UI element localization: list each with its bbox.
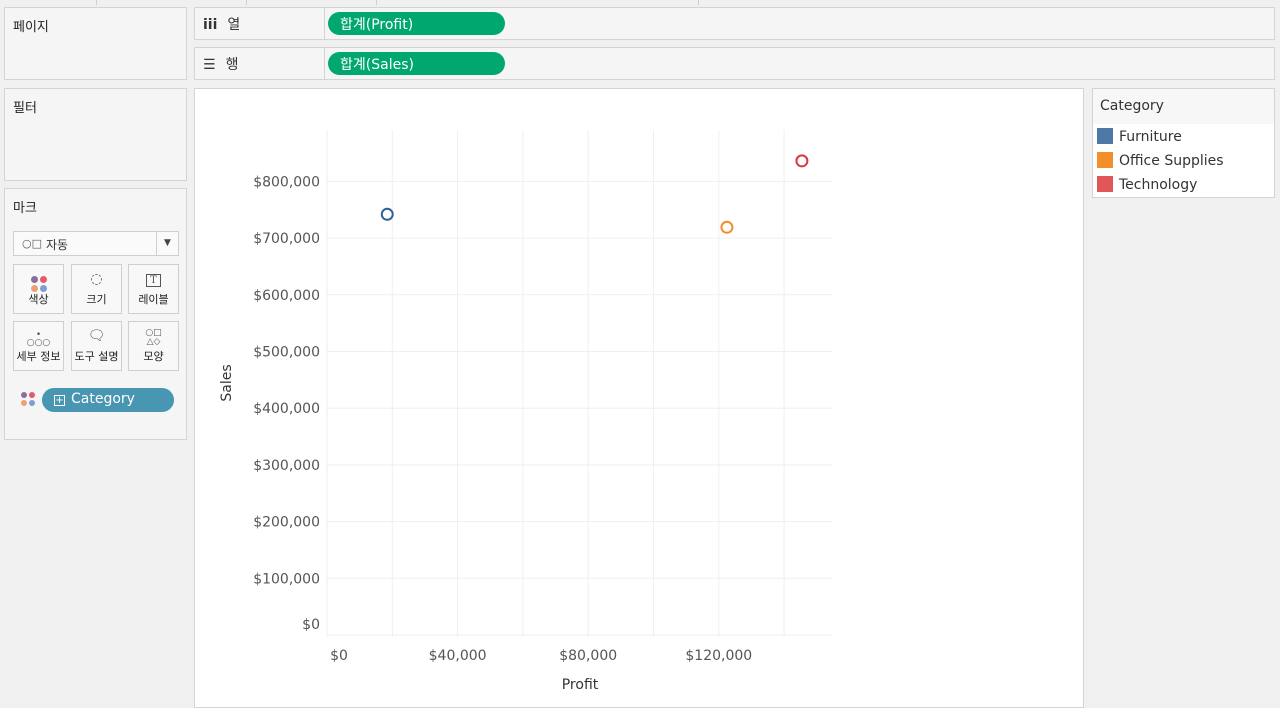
x-tick-label: $80,000: [559, 648, 617, 664]
color-button[interactable]: 색상: [13, 264, 64, 314]
y-axis-title: Sales: [219, 364, 235, 401]
data-point-technology[interactable]: [795, 154, 809, 168]
shape-button[interactable]: ○□ △◇ 모양: [128, 321, 179, 371]
swatch-icon: [1097, 152, 1113, 168]
legend-item-office-supplies[interactable]: Office Supplies: [1097, 152, 1224, 169]
chevron-down-icon[interactable]: ▼: [156, 232, 178, 255]
pages-shelf[interactable]: 페이지: [4, 7, 187, 80]
data-point-furniture[interactable]: [380, 207, 394, 221]
columns-icon: iii: [203, 17, 218, 33]
x-tick-label: $40,000: [429, 648, 487, 664]
profit-pill[interactable]: 합계(Profit): [328, 12, 505, 35]
swatch-icon: [1097, 128, 1113, 144]
size-icon: ◌: [90, 271, 103, 287]
pages-title: 페이지: [13, 20, 49, 35]
filters-shelf[interactable]: 필터: [4, 88, 187, 181]
y-tick-label: $700,000: [253, 231, 320, 247]
marks-title: 마크: [13, 201, 37, 216]
label-label: 레이블: [138, 293, 169, 306]
y-tick-label: $800,000: [253, 174, 320, 190]
sales-pill[interactable]: 합계(Sales): [328, 52, 505, 75]
detail-icon: • ○○○: [26, 330, 51, 348]
columns-shelf[interactable]: iii 열 합계(Profit): [194, 7, 1275, 40]
y-tick-label: $600,000: [253, 288, 320, 304]
scatter-chart: $0 $100,000 $200,000 $300,000 $400,000 $500,0…: [219, 130, 832, 693]
tooltip-label: 도구 설명: [74, 350, 119, 363]
color-icon: [30, 276, 47, 292]
expand-icon[interactable]: +: [54, 395, 65, 406]
columns-label: 열: [227, 17, 241, 33]
filters-title: 필터: [13, 101, 37, 116]
x-tick-label: $120,000: [685, 648, 752, 664]
data-point-office-supplies[interactable]: [720, 220, 734, 234]
mark-type-label: 자동: [46, 238, 69, 252]
rows-shelf[interactable]: ☰ 행 합계(Sales): [194, 47, 1275, 80]
legend-title: Category: [1093, 89, 1274, 124]
label-icon: T: [146, 274, 161, 287]
tooltip-button[interactable]: 🗨 도구 설명: [71, 321, 122, 371]
category-pill-label: Category: [71, 391, 135, 407]
y-tick-label: $200,000: [253, 515, 320, 531]
swatch-icon: [1097, 176, 1113, 192]
rows-icon: ☰: [203, 57, 216, 73]
chart-view: $0 $100,000 $200,000 $300,000 $400,000 $500,0…: [194, 88, 1084, 708]
y-tick-label: $300,000: [253, 458, 320, 474]
legend-item-furniture[interactable]: Furniture: [1097, 128, 1182, 145]
size-button[interactable]: ◌ 크기: [71, 264, 122, 314]
detail-button[interactable]: • ○○○ 세부 정보: [13, 321, 64, 371]
x-tick-label: $0: [330, 648, 348, 664]
top-toolbar-strip: [0, 0, 1280, 6]
color-icon: [21, 392, 35, 406]
color-legend: Category Furniture Office Supplies Techn…: [1092, 88, 1275, 198]
marks-card: 마크 ○□ 자동 ▼ 색상 ◌ 크기 T 레이블 • ○○○ 세부 정보 🗨 도구…: [4, 188, 187, 440]
tooltip-icon: 🗨: [87, 328, 106, 344]
x-axis-title: Profit: [562, 677, 599, 693]
shape-label: 모양: [143, 350, 164, 363]
shapes-icon: ○□: [22, 237, 42, 250]
category-color-pill[interactable]: + Category: [42, 388, 174, 412]
detail-label: 세부 정보: [16, 350, 61, 363]
mark-type-dropdown[interactable]: ○□ 자동 ▼: [13, 231, 179, 256]
legend-item-technology[interactable]: Technology: [1097, 176, 1197, 193]
y-tick-label: $400,000: [253, 401, 320, 417]
rows-label: 행: [225, 57, 239, 73]
y-tick-label: $100,000: [253, 571, 320, 587]
label-button[interactable]: T 레이블: [128, 264, 179, 314]
y-tick-label: $0: [302, 617, 320, 633]
color-label: 색상: [28, 293, 49, 306]
y-tick-label: $500,000: [253, 345, 320, 361]
shape-icon: ○□ △◇: [145, 328, 162, 347]
size-label: 크기: [86, 293, 107, 306]
